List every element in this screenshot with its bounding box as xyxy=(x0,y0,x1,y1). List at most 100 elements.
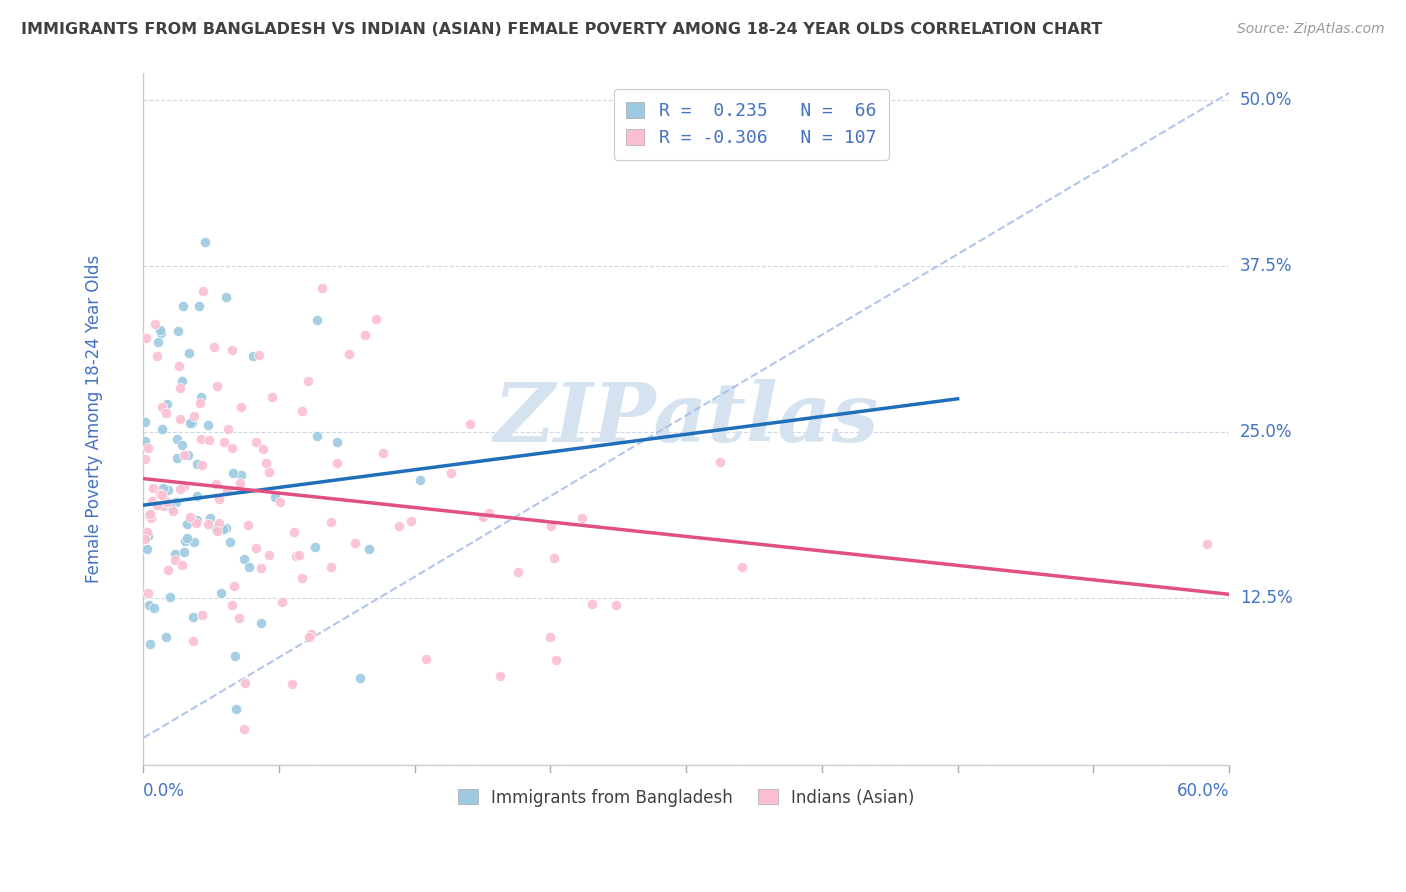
Point xyxy=(543,551,565,566)
Point xyxy=(326,435,349,450)
Point xyxy=(221,598,243,612)
Point xyxy=(166,432,188,446)
Point xyxy=(188,396,211,410)
Point xyxy=(571,510,593,524)
Point xyxy=(156,397,179,411)
Point xyxy=(138,586,160,600)
Point xyxy=(212,522,235,536)
Point xyxy=(165,553,187,567)
Point xyxy=(136,442,159,456)
Point xyxy=(238,560,260,574)
Point xyxy=(250,616,273,631)
Point xyxy=(388,519,411,533)
Point xyxy=(291,571,314,585)
Point xyxy=(190,432,212,446)
Point xyxy=(245,435,267,450)
Point xyxy=(208,492,231,507)
Point xyxy=(172,299,194,313)
Text: 60.0%: 60.0% xyxy=(1177,781,1229,800)
Text: IMMIGRANTS FROM BANGLADESH VS INDIAN (ASIAN) FEMALE POVERTY AMONG 18-24 YEAR OLD: IMMIGRANTS FROM BANGLADESH VS INDIAN (AS… xyxy=(21,22,1102,37)
Point xyxy=(349,671,371,685)
Point xyxy=(252,442,274,457)
Point xyxy=(319,515,342,529)
Point xyxy=(221,441,243,455)
Point xyxy=(142,481,165,495)
Point xyxy=(139,510,162,524)
Point xyxy=(408,474,430,488)
Point xyxy=(146,498,169,512)
Point xyxy=(155,630,177,644)
Text: 25.0%: 25.0% xyxy=(1240,423,1292,441)
Point xyxy=(177,345,200,359)
Point xyxy=(165,495,187,509)
Point xyxy=(344,536,367,550)
Point xyxy=(478,506,501,520)
Legend: Immigrants from Bangladesh, Indians (Asian): Immigrants from Bangladesh, Indians (Asi… xyxy=(450,780,922,815)
Point xyxy=(264,490,287,504)
Point xyxy=(232,552,254,566)
Point xyxy=(152,481,174,495)
Point xyxy=(197,417,219,432)
Point xyxy=(364,312,387,326)
Point xyxy=(159,591,181,605)
Text: 50.0%: 50.0% xyxy=(1240,91,1292,109)
Point xyxy=(167,359,190,374)
Point xyxy=(471,510,494,524)
Point xyxy=(183,409,205,423)
Point xyxy=(173,545,195,559)
Point xyxy=(581,597,603,611)
Text: 37.5%: 37.5% xyxy=(1240,257,1292,275)
Point xyxy=(231,467,253,482)
Point xyxy=(198,511,221,525)
Point xyxy=(169,412,191,426)
Point xyxy=(1197,537,1219,551)
Point xyxy=(167,324,190,338)
Point xyxy=(155,495,177,509)
Point xyxy=(157,563,180,577)
Point xyxy=(283,524,305,539)
Point xyxy=(228,475,250,490)
Point xyxy=(245,541,267,556)
Text: ZIPatlas: ZIPatlas xyxy=(494,379,879,458)
Point xyxy=(228,611,250,625)
Point xyxy=(150,422,173,436)
Point xyxy=(217,483,239,498)
Point xyxy=(337,347,360,361)
Point xyxy=(136,541,159,556)
Point xyxy=(225,701,247,715)
Point xyxy=(183,610,205,624)
Point xyxy=(139,637,162,651)
Point xyxy=(159,500,181,515)
Point xyxy=(197,517,219,532)
Point xyxy=(257,465,280,479)
Point xyxy=(236,518,259,533)
Point xyxy=(546,653,568,667)
Point xyxy=(540,519,562,533)
Point xyxy=(605,599,627,613)
Point xyxy=(297,374,319,388)
Point xyxy=(179,416,201,430)
Point xyxy=(217,422,239,436)
Point xyxy=(149,487,172,501)
Point xyxy=(262,390,284,404)
Point xyxy=(190,390,212,404)
Point xyxy=(141,494,163,508)
Text: 12.5%: 12.5% xyxy=(1240,590,1292,607)
Point xyxy=(149,323,172,337)
Point xyxy=(173,448,195,462)
Text: Source: ZipAtlas.com: Source: ZipAtlas.com xyxy=(1237,22,1385,37)
Point xyxy=(184,516,207,530)
Point xyxy=(298,630,321,644)
Point xyxy=(179,510,201,524)
Point xyxy=(538,630,561,644)
Point xyxy=(357,541,380,556)
Point xyxy=(269,495,291,509)
Point xyxy=(170,558,193,572)
Point xyxy=(440,466,463,480)
Point xyxy=(205,477,228,491)
Point xyxy=(181,634,204,648)
Point xyxy=(488,669,510,683)
Point xyxy=(214,521,236,535)
Point xyxy=(145,350,167,364)
Point xyxy=(142,601,165,615)
